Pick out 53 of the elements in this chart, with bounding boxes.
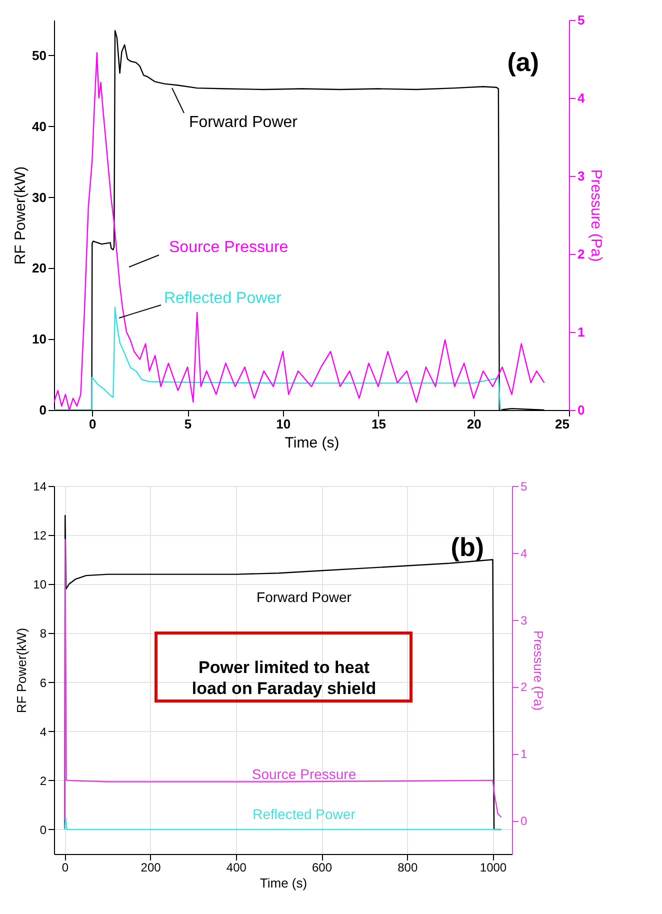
x-axis-title: Time (s) — [260, 876, 308, 890]
x-tick-label: 0 — [62, 860, 69, 874]
y-tick-label: 0 — [39, 402, 46, 418]
y2-tick-label: 3 — [520, 613, 528, 628]
y2-tick-label: 5 — [520, 480, 528, 494]
x-tick-label: 600 — [312, 860, 332, 874]
text: Source Pressure — [169, 239, 288, 256]
y2-tick-label: 5 — [578, 12, 585, 28]
y2-tick-label: 1 — [578, 324, 585, 340]
y-tick-label: 20 — [32, 260, 46, 276]
annotation: (a) — [507, 47, 539, 77]
annotation: Power limited to heat load on Faraday shield — [192, 658, 376, 698]
y-tick-label: 50 — [32, 48, 46, 63]
y-tick-label: 2 — [40, 774, 47, 788]
y2-axis-title: Pressure (Pa) — [588, 169, 605, 262]
y2-tick-label: 4 — [520, 546, 528, 560]
y-tick-label: 4 — [40, 724, 47, 739]
y-tick-label: 10 — [33, 578, 47, 592]
y2-tick-label: 3 — [578, 168, 585, 184]
x-tick-label: 0 — [89, 416, 96, 432]
y2-tick-label: 2 — [578, 246, 585, 262]
series-label: Forward Power — [256, 589, 352, 605]
y2-tick-label: 0 — [520, 814, 528, 828]
y-tick-label: 8 — [40, 626, 47, 641]
x-tick-label: 25 — [555, 416, 570, 432]
y-tick-label: 30 — [32, 190, 46, 205]
y-tick-label: 0 — [40, 822, 47, 837]
y2-axis-title: Pressure (Pa) — [531, 630, 546, 711]
y-tick-label: 14 — [33, 480, 47, 494]
x-tick-label: 5 — [184, 416, 192, 432]
y2-tick-label: 1 — [520, 747, 528, 762]
y-tick-label: 40 — [32, 118, 46, 134]
y-axis-title: RF Power(kW) — [14, 628, 30, 714]
y2-tick-label: 0 — [578, 402, 585, 418]
series-label: Source Pressure — [252, 766, 356, 782]
x-tick-label: 20 — [466, 416, 482, 432]
y-tick-label: 10 — [32, 332, 46, 347]
x-axis-title: Time (s) — [284, 434, 340, 452]
x-tick-label: 200 — [140, 860, 162, 874]
x-tick-label: 800 — [398, 860, 418, 874]
series-label: Reflected Power — [252, 806, 356, 822]
y2-tick-label: 2 — [520, 680, 528, 694]
x-tick-label: 1000 — [480, 860, 507, 874]
x-tick-label: 10 — [276, 416, 291, 432]
y-tick-label: 6 — [40, 676, 47, 690]
y-tick-label: 12 — [33, 528, 47, 543]
y-axis-title: RF Power(kW) — [12, 166, 30, 265]
x-tick-label: 15 — [372, 416, 386, 432]
annotation: (b) — [450, 532, 484, 562]
y2-tick-label: 4 — [578, 90, 586, 106]
x-tick-label: 400 — [226, 860, 247, 874]
legend-label: Forward Power — [189, 114, 298, 131]
text: Reflected Power — [164, 290, 282, 307]
